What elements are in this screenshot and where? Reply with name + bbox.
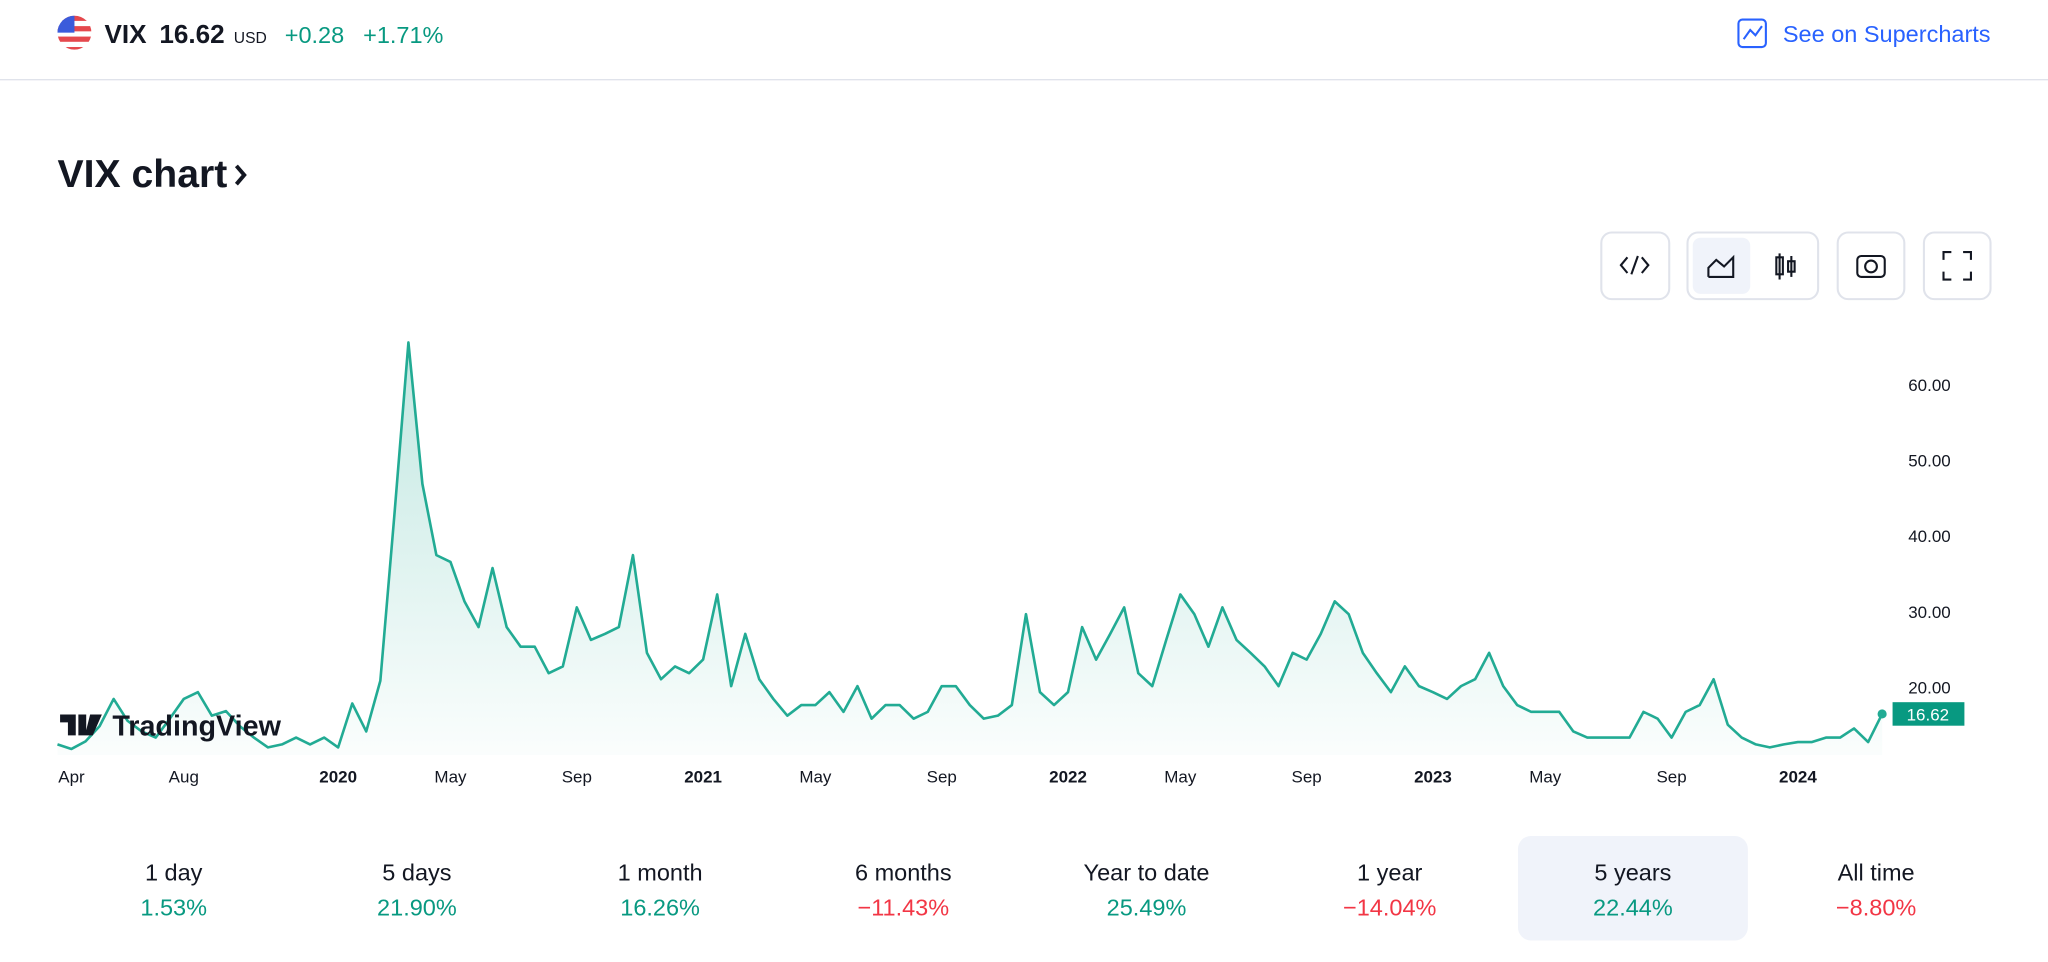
period-label[interactable]: 5 years xyxy=(1594,859,1671,885)
period-change[interactable]: −8.80% xyxy=(1836,895,1916,921)
period-label[interactable]: 5 days xyxy=(382,859,451,885)
supercharts-link[interactable]: See on Supercharts xyxy=(1737,18,1991,49)
logo-text: TradingView xyxy=(112,710,281,742)
embed-button[interactable] xyxy=(1600,231,1671,301)
period-label[interactable]: 1 day xyxy=(145,859,203,885)
x-tick-label: May xyxy=(1164,767,1197,786)
period-change[interactable]: 1.53% xyxy=(140,895,207,921)
period-label[interactable]: All time xyxy=(1838,859,1915,885)
section-title[interactable]: VIX chart xyxy=(57,153,227,196)
period-item[interactable]: 1 day 1.53% xyxy=(140,859,207,920)
fullscreen-button[interactable] xyxy=(1922,231,1992,301)
currency: USD xyxy=(234,30,267,47)
area-button[interactable] xyxy=(1692,237,1751,294)
x-tick-label: 2022 xyxy=(1049,767,1087,786)
period-label[interactable]: 1 year xyxy=(1357,859,1422,885)
period-item[interactable]: 1 month 16.26% xyxy=(618,859,703,920)
snapshot-button[interactable] xyxy=(1836,231,1906,301)
period-change[interactable]: 16.26% xyxy=(620,895,700,921)
candle-button[interactable] xyxy=(1775,253,1796,280)
period-item[interactable]: 6 months −11.43% xyxy=(855,859,952,920)
period-item[interactable]: 1 year −14.04% xyxy=(1343,859,1437,920)
period-change[interactable]: 21.90% xyxy=(377,895,457,921)
period-item[interactable]: 5 days 21.90% xyxy=(377,859,457,920)
symbol: VIX xyxy=(104,19,147,49)
period-label[interactable]: 6 months xyxy=(855,859,952,885)
last-point xyxy=(1877,709,1887,719)
plot: 20.00 30.00 40.00 50.00 60.00 Apr Aug 2020 May Se… xyxy=(57,341,1965,786)
x-tick-label: May xyxy=(1529,767,1562,786)
period-change[interactable]: 25.49% xyxy=(1107,895,1187,921)
x-tick-label: May xyxy=(799,767,832,786)
chart-type-group xyxy=(1686,231,1820,301)
toolbar xyxy=(1600,231,1992,301)
y-tick-label: 40.00 xyxy=(1908,527,1950,546)
x-tick-label: Sep xyxy=(927,767,957,786)
x-tick-label: 2020 xyxy=(319,767,357,786)
x-tick-label: Sep xyxy=(562,767,592,786)
period-item[interactable]: All time −8.80% xyxy=(1836,859,1916,920)
change: +0.28 xyxy=(285,22,344,48)
x-tick-label: 2021 xyxy=(684,767,722,786)
period-change[interactable]: −14.04% xyxy=(1343,895,1437,921)
price: 16.62 xyxy=(159,19,224,49)
period-row: 1 day 1.53% 5 days 21.90% 1 month 16.26% 6 mon… xyxy=(140,835,1916,941)
x-tick-label: Aug xyxy=(169,767,199,786)
tradingview-logo: TradingView xyxy=(60,710,282,742)
area xyxy=(57,342,1883,755)
period-change[interactable]: 22.44% xyxy=(1593,895,1673,921)
period-change[interactable]: −11.43% xyxy=(857,895,949,921)
x-tick-label: 2023 xyxy=(1414,767,1452,786)
period-item[interactable]: 5 years 22.44% xyxy=(1517,835,1748,941)
price-tag xyxy=(1892,702,1965,726)
line xyxy=(57,341,1884,751)
x-tick-label: Apr xyxy=(58,767,85,786)
period-label[interactable]: Year to date xyxy=(1084,859,1210,885)
change-percent: +1.71% xyxy=(363,22,443,48)
period-item[interactable]: Year to date 25.49% xyxy=(1084,859,1210,920)
y-tick-label: 30.00 xyxy=(1908,603,1950,622)
x-tick-label: May xyxy=(434,767,467,786)
y-tick-label: 50.00 xyxy=(1908,452,1950,471)
period-label[interactable]: 1 month xyxy=(618,859,703,885)
y-tick-label: 60.00 xyxy=(1908,376,1950,395)
x-tick-label: Sep xyxy=(1656,767,1686,786)
x-tick-label: Sep xyxy=(1292,767,1322,786)
price-tag-label: 16.62 xyxy=(1907,705,1949,724)
period-selected-bg xyxy=(1517,835,1748,941)
flag xyxy=(57,15,92,50)
x-tick-label: 2024 xyxy=(1779,767,1817,786)
y-tick-label: 20.00 xyxy=(1908,679,1950,698)
chevron[interactable] xyxy=(234,164,247,186)
link-text[interactable]: See on Supercharts xyxy=(1783,21,1991,47)
